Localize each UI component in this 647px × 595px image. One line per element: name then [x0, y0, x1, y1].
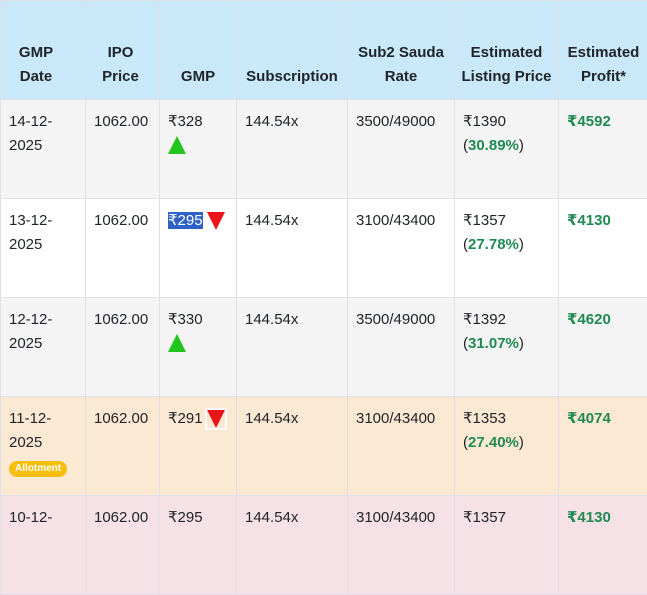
cell-listing-price: ₹1357(27.78%) — [455, 199, 559, 298]
allotment-badge: Allotment — [9, 461, 67, 477]
cell-sub2: 3100/43400 — [348, 496, 455, 595]
cell-gmp: ₹295 — [160, 496, 237, 595]
cell-gmp: ₹295 — [160, 199, 237, 298]
arrow-down-icon — [207, 212, 225, 230]
cell-listing-price: ₹1353(27.40%) — [455, 397, 559, 496]
cell-date: 11-12-2025 Allotment — [1, 397, 86, 496]
cell-sub2: 3500/49000 — [348, 100, 455, 199]
cell-date: 13-12-2025 — [1, 199, 86, 298]
table-row: 14-12-2025 1062.00 ₹328 144.54x 3500/490… — [1, 100, 647, 199]
cell-sub2: 3100/43400 — [348, 199, 455, 298]
cell-gmp: ₹291 — [160, 397, 237, 496]
cell-date: 14-12-2025 — [1, 100, 86, 199]
arrow-up-icon — [168, 136, 186, 154]
listing-price: ₹1390 — [463, 113, 506, 130]
header-subscription: Subscription — [237, 1, 348, 100]
cell-ipo-price: 1062.00 — [86, 298, 160, 397]
cell-ipo-price: 1062.00 — [86, 100, 160, 199]
cell-date: 12-12-2025 — [1, 298, 86, 397]
gmp-value: ₹328 — [168, 113, 203, 130]
gmp-value-selected[interactable]: ₹295 — [168, 212, 203, 229]
header-estimated-listing-price: Estimated Listing Price — [455, 1, 559, 100]
date-text: 10-12- — [9, 506, 59, 530]
header-gmp: GMP — [160, 1, 237, 100]
cell-profit: ₹4074 — [559, 397, 647, 496]
listing-pct: 30.89% — [468, 137, 519, 154]
arrow-up-icon — [168, 334, 186, 352]
listing-pct: 27.40% — [468, 434, 519, 451]
date-text: 13-12-2025 — [9, 209, 59, 257]
table-row: 10-12- 1062.00 ₹295 144.54x 3100/43400 ₹… — [1, 496, 647, 595]
cell-listing-price: ₹1392(31.07%) — [455, 298, 559, 397]
listing-price: ₹1392 — [463, 311, 506, 328]
listing-pct: 27.78% — [468, 236, 519, 253]
table-header-row: GMP Date IPO Price GMP Subscription Sub2… — [1, 1, 647, 100]
cell-ipo-price: 1062.00 — [86, 397, 160, 496]
header-sub2-sauda-rate: Sub2 Sauda Rate — [348, 1, 455, 100]
cell-profit: ₹4130 — [559, 199, 647, 298]
cell-ipo-price: 1062.00 — [86, 496, 160, 595]
cell-gmp: ₹328 — [160, 100, 237, 199]
listing-price: ₹1357 — [463, 212, 506, 229]
cell-profit: ₹4592 — [559, 100, 647, 199]
table-row: 13-12-2025 1062.00 ₹295 144.54x 3100/434… — [1, 199, 647, 298]
gmp-value: ₹295 — [168, 509, 203, 526]
cell-subscription: 144.54x — [237, 496, 348, 595]
cell-sub2: 3500/49000 — [348, 298, 455, 397]
header-estimated-profit: Estimated Profit* — [559, 1, 647, 100]
cell-listing-price: ₹1357 — [455, 496, 559, 595]
cell-subscription: 144.54x — [237, 298, 348, 397]
header-ipo-price: IPO Price — [86, 1, 160, 100]
listing-pct: 31.07% — [468, 335, 519, 352]
cell-subscription: 144.54x — [237, 397, 348, 496]
date-text: 11-12-2025 — [9, 407, 59, 455]
cell-subscription: 144.54x — [237, 100, 348, 199]
arrow-down-icon — [207, 410, 225, 428]
header-gmp-date: GMP Date — [1, 1, 86, 100]
cell-ipo-price: 1062.00 — [86, 199, 160, 298]
gmp-value: ₹291 — [168, 410, 203, 427]
listing-price: ₹1357 — [463, 509, 506, 526]
cell-date: 10-12- — [1, 496, 86, 595]
date-text: 12-12-2025 — [9, 308, 59, 356]
cell-profit: ₹4620 — [559, 298, 647, 397]
cell-sub2: 3100/43400 — [348, 397, 455, 496]
listing-price: ₹1353 — [463, 410, 506, 427]
gmp-value: ₹330 — [168, 311, 203, 328]
table-row: 11-12-2025 Allotment 1062.00 ₹291 144.54… — [1, 397, 647, 496]
cell-gmp: ₹330 — [160, 298, 237, 397]
cell-subscription: 144.54x — [237, 199, 348, 298]
date-text: 14-12-2025 — [9, 110, 59, 158]
cell-profit: ₹4130 — [559, 496, 647, 595]
cell-listing-price: ₹1390(30.89%) — [455, 100, 559, 199]
table-row: 12-12-2025 1062.00 ₹330 144.54x 3500/490… — [1, 298, 647, 397]
